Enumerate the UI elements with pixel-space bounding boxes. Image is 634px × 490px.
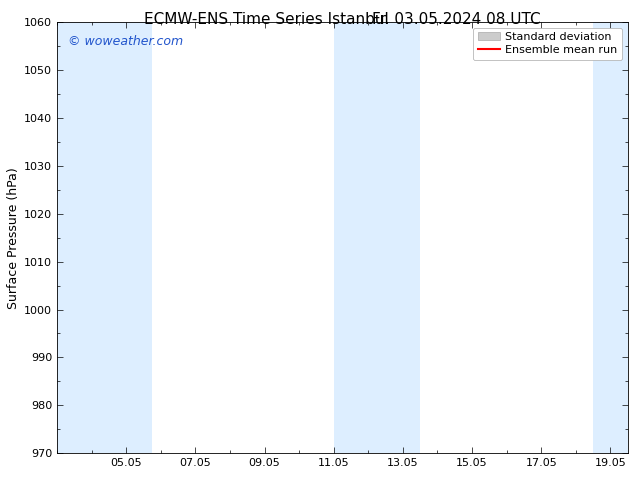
Bar (57, 22, 152, 453)
Text: © woweather.com: © woweather.com (68, 35, 184, 48)
Text: ECMW-ENS Time Series Istanbul: ECMW-ENS Time Series Istanbul (144, 12, 389, 27)
Bar (593, 22, 628, 453)
Y-axis label: Surface Pressure (hPa): Surface Pressure (hPa) (7, 167, 20, 309)
Bar (333, 22, 420, 453)
Legend: Standard deviation, Ensemble mean run: Standard deviation, Ensemble mean run (473, 27, 622, 60)
Text: Fr. 03.05.2024 08 UTC: Fr. 03.05.2024 08 UTC (372, 12, 541, 27)
